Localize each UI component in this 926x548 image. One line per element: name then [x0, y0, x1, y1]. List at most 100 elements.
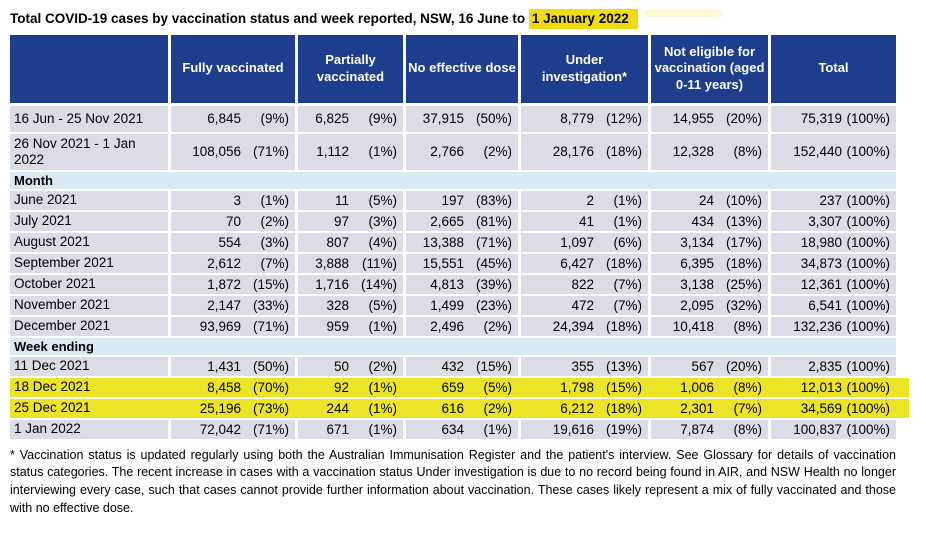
percent-value: (7%) [613, 297, 642, 313]
percent-value: (11%) [361, 255, 397, 271]
value-cell: 13,388 (71%) [406, 232, 518, 252]
count-value: 1,006 [680, 379, 714, 395]
count-value: 18,980 [800, 234, 842, 250]
count-value: 24,394 [552, 318, 594, 334]
row-label: September 2021 [10, 253, 168, 273]
count-value: 671 [326, 421, 349, 437]
section-row: Week ending [10, 337, 896, 355]
count-value: 434 [691, 213, 714, 229]
percent-value: (18%) [605, 255, 642, 271]
value-cell: 1,798 (15%) [521, 378, 648, 397]
table-row-highlighted: 25 Dec 2021 25,196 (73%) 244 (1%) 616 (2%) 6,21… [10, 398, 909, 418]
value-cell: 1,872 (15%) [171, 274, 295, 294]
row-label: 26 Nov 2021 - 1 Jan 2022 [10, 133, 168, 170]
percent-value: (4%) [368, 234, 397, 250]
count-value: 34,873 [800, 255, 842, 271]
count-value: 1,112 [316, 144, 349, 160]
value-cell: 50 (2%) [298, 356, 403, 376]
value-cell: 70 (2%) [171, 211, 295, 231]
count-value: 2,496 [430, 318, 464, 334]
count-value: 822 [571, 276, 594, 292]
value-cell: 197 (83%) [406, 190, 518, 210]
header-cell: Fully vaccinated [171, 34, 295, 103]
value-cell: 18,980 (100%) [771, 232, 896, 252]
count-value: 6,212 [560, 400, 594, 416]
count-value: 70 [225, 213, 241, 229]
value-cell: 6,395 (18%) [651, 253, 768, 273]
value-cell: 28,176 (18%) [521, 133, 648, 170]
count-value: 807 [326, 234, 349, 250]
row-label: 11 Dec 2021 [10, 356, 168, 376]
count-value: 100,837 [793, 421, 842, 437]
count-value: 93,969 [199, 318, 241, 334]
count-value: 432 [441, 358, 464, 374]
table-row: 11 Dec 2021 1,431 (50%) 50 (2%) 432 (15%) 355 (1… [10, 356, 896, 376]
percent-value: (17%) [725, 234, 762, 250]
percent-value: (2%) [483, 400, 512, 416]
value-cell: 6,825 (9%) [298, 105, 403, 132]
count-value: 2,766 [430, 144, 464, 160]
count-value: 97 [333, 213, 349, 229]
row-label: 18 Dec 2021 [14, 379, 91, 395]
value-cell: 671 (1%) [298, 419, 403, 439]
percent-value: (2%) [260, 213, 289, 229]
table-rows: 16 Jun - 25 Nov 2021 6,845 (9%) 6,825 (9%) 37… [10, 105, 909, 439]
percent-value: (3%) [368, 213, 397, 229]
percent-value: (8%) [733, 421, 762, 437]
count-value: 12,328 [672, 144, 714, 160]
value-cell: 6,845 (9%) [171, 105, 295, 132]
count-value: 7,874 [680, 421, 714, 437]
value-cell: 959 (1%) [298, 316, 403, 336]
value-cell: 3,307 (100%) [771, 211, 896, 231]
value-cell: 6,541 (100%) [771, 295, 896, 315]
value-cell: 97 (3%) [298, 211, 403, 231]
percent-value: (13%) [725, 213, 762, 229]
row-label: June 2021 [10, 190, 168, 210]
percent-value: (8%) [733, 144, 762, 160]
percent-value: (2%) [483, 318, 512, 334]
table-header: Fully vaccinated Partially vaccinated No e… [10, 34, 896, 103]
percent-value: (100%) [846, 234, 890, 250]
value-cell: 659 (5%) [406, 378, 518, 397]
value-cell: 14,955 (20%) [651, 105, 768, 132]
percent-value: (100%) [846, 192, 890, 208]
value-cell: 2,766 (2%) [406, 133, 518, 170]
value-cell: 1,716 (14%) [298, 274, 403, 294]
count-value: 152,440 [793, 144, 842, 160]
value-cell: 2,835 (100%) [771, 356, 896, 376]
count-value: 4,813 [430, 276, 464, 292]
value-cell: 3 (1%) [171, 190, 295, 210]
percent-value: (10%) [725, 192, 762, 208]
percent-value: (100%) [846, 144, 890, 160]
count-value: 244 [326, 400, 349, 416]
count-value: 34,569 [800, 400, 842, 416]
row-label: December 2021 [10, 316, 168, 336]
header-cell: Not eligible for vaccination (aged 0-11 … [651, 34, 768, 103]
count-value: 567 [691, 358, 714, 374]
percent-value: (25%) [725, 276, 762, 292]
table-row-highlighted: 18 Dec 2021 8,458 (70%) 92 (1%) 659 (5%) 1,798 (… [10, 377, 909, 397]
header-cell: No effective dose [406, 34, 518, 103]
value-cell: 34,569 (100%) [771, 399, 896, 418]
percent-value: (20%) [725, 111, 762, 127]
row-label: November 2021 [10, 295, 168, 315]
percent-value: (7%) [613, 276, 642, 292]
percent-value: (12%) [605, 111, 642, 127]
percent-value: (100%) [846, 213, 890, 229]
percent-value: (1%) [368, 421, 397, 437]
count-value: 108,056 [192, 144, 241, 160]
count-value: 6,825 [315, 111, 349, 127]
page-title-highlight: 1 January 2022 [528, 9, 638, 29]
value-cell: 19,616 (19%) [521, 419, 648, 439]
value-cell: 11 (5%) [298, 190, 403, 210]
count-value: 616 [441, 400, 464, 416]
value-cell: 6,212 (18%) [521, 399, 648, 418]
percent-value: (100%) [846, 111, 890, 127]
count-value: 2,835 [808, 358, 842, 374]
value-cell: 41 (1%) [521, 211, 648, 231]
percent-value: (100%) [846, 400, 890, 416]
percent-value: (1%) [260, 192, 289, 208]
header-cell: Total [771, 34, 896, 103]
value-cell: 12,013 (100%) [771, 378, 896, 397]
value-cell: 100,837 (100%) [771, 419, 896, 439]
